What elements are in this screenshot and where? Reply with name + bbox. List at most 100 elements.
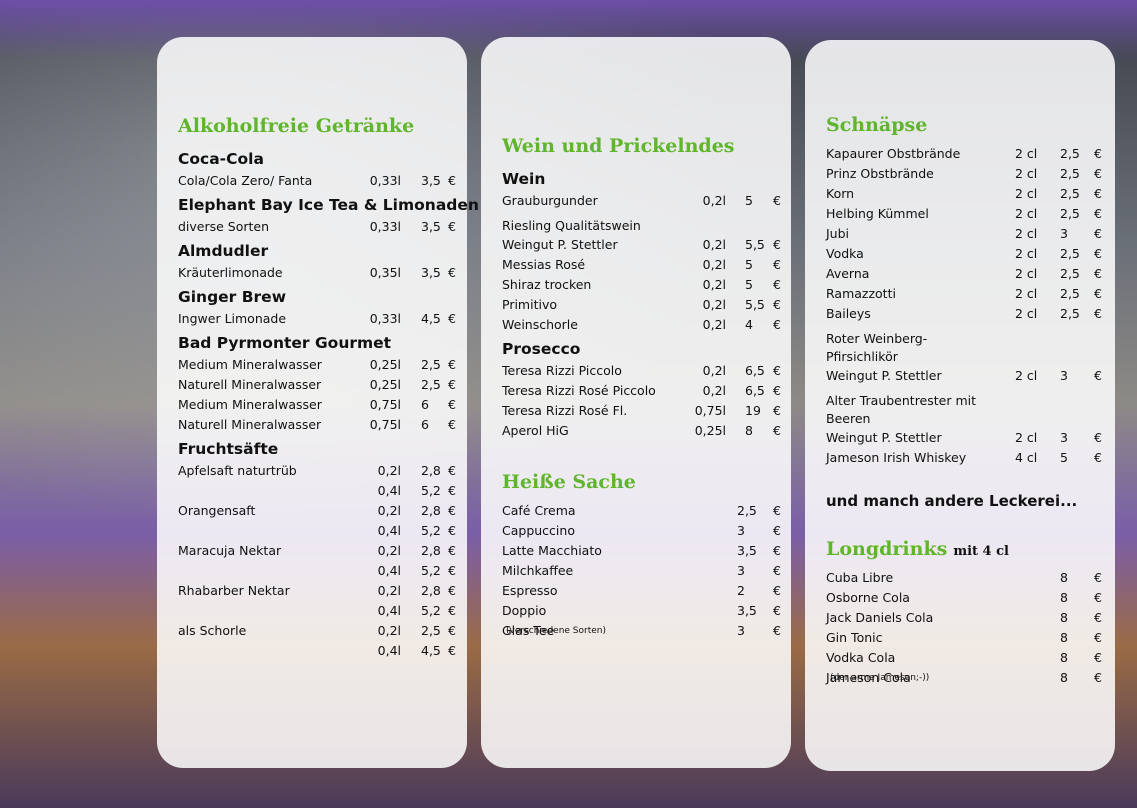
item-name-text: Aperol HiG [502, 423, 569, 438]
item-name-text: Doppio [502, 603, 547, 618]
item-name-text: Naturell Mineralwasser [178, 417, 322, 432]
menu-row: Vodka Cola 8 € [805, 648, 1115, 668]
menu-row: Cuba Libre 8 € [805, 568, 1115, 588]
item-name-text: Messias Rosé [502, 257, 586, 272]
menu-row: Latte Macchiato 3,5 € [481, 541, 791, 561]
item-size: 0,4l [377, 563, 401, 578]
item-price: 2,8 [421, 503, 441, 518]
item-currency: € [448, 219, 456, 234]
item-price: 3,5 [421, 265, 441, 280]
item-size: 2 cl [1015, 286, 1038, 301]
item-name-text: Medium Mineralwasser [178, 357, 322, 372]
item-price: 3,5 [737, 543, 757, 558]
menu-row: Osborne Cola 8 € [805, 588, 1115, 608]
subheading: Prosecco [502, 340, 581, 358]
menu-row: Teresa Rizzi Rosé Piccolo 0,2l 6,5 € [481, 381, 791, 401]
item-name-text: Weinschorle [502, 317, 578, 332]
item-currency: € [448, 483, 456, 498]
item-name-text: diverse Sorten [178, 219, 270, 234]
item-price: 6 [421, 397, 429, 412]
item-name-text: Baileys [826, 306, 871, 321]
subheading: Wein [502, 170, 546, 188]
heading-text: Wein und Prickelndes [502, 135, 735, 157]
menu-row: Naturell Mineralwasser 0,75l 6 € [157, 415, 467, 435]
item-price: 2,5 [1060, 246, 1080, 261]
item-currency: € [448, 523, 456, 538]
bold-note: und manch andere Leckerei... [826, 492, 1078, 510]
item-size: 0,2l [702, 363, 726, 378]
menu-row: 0,4l 5,2 € [157, 561, 467, 581]
section-heading: Heiße Sache [481, 467, 791, 501]
item-size: 0,4l [377, 643, 401, 658]
item-currency: € [773, 423, 781, 438]
item-price: 4,5 [421, 311, 441, 326]
item-currency: € [448, 357, 456, 372]
heading-text: Longdrinks [826, 538, 948, 560]
item-name-text: Apfelsaft naturtrüb [178, 463, 297, 478]
item-size: 0,4l [377, 523, 401, 538]
item-price: 3,5 [737, 603, 757, 618]
item-currency: € [448, 265, 456, 280]
item-name-text: Shiraz trocken [502, 277, 592, 292]
item-currency: € [448, 397, 456, 412]
item-name-text: Orangensaft [178, 503, 256, 518]
menu-row: 0,4l 4,5 € [157, 641, 467, 661]
item-size: 4 cl [1015, 450, 1038, 465]
item-currency: € [773, 543, 781, 558]
menu-row: Doppio 3,5 € [481, 601, 791, 621]
item-currency: € [773, 363, 781, 378]
menu-row: als Schorle 0,2l 2,5 € [157, 621, 467, 641]
heading-text: Alkoholfreie Getränke [178, 115, 415, 137]
item-name-text: Averna [826, 266, 870, 281]
item-currency: € [1094, 306, 1102, 321]
subheading: Coca-Cola [178, 150, 264, 168]
item-currency: € [448, 311, 456, 326]
menu-panel: Wein und Prickelndes Wein Grauburgunder 0,2… [481, 37, 791, 768]
menu-row: Cappuccino 3 € [481, 521, 791, 541]
item-size: 0,4l [377, 603, 401, 618]
item-size: 0,35l [369, 265, 401, 280]
item-currency: € [773, 523, 781, 538]
item-price: 8 [1060, 590, 1068, 605]
menu-row: 0,4l 5,2 € [157, 601, 467, 621]
item-currency: € [1094, 186, 1102, 201]
menu-row: Medium Mineralwasser 0,25l 2,5 € [157, 355, 467, 375]
menu-row: Cola/Cola Zero/ Fanta 0,33l 3,5 € [157, 171, 467, 191]
item-price: 8 [745, 423, 753, 438]
item-price: 5,2 [421, 483, 441, 498]
section-heading: Longdrinks mit 4 cl [805, 534, 1115, 568]
subheading: Fruchtsäfte [178, 440, 279, 458]
item-currency: € [773, 297, 781, 312]
item-price: 5,2 [421, 523, 441, 538]
menu-row: Messias Rosé 0,2l 5 € [481, 255, 791, 275]
item-size: 0,2l [702, 277, 726, 292]
item-price: 3 [737, 523, 745, 538]
menu-row: Naturell Mineralwasser 0,25l 2,5 € [157, 375, 467, 395]
item-size: 0,25l [369, 357, 401, 372]
item-price: 2,5 [737, 503, 757, 518]
item-price: 2,5 [1060, 186, 1080, 201]
item-size: 0,2l [702, 383, 726, 398]
item-name-text: Jameson Cola [826, 670, 911, 685]
item-name-text: als Schorle [178, 623, 247, 638]
item-price: 5 [1060, 450, 1068, 465]
item-currency: € [1094, 570, 1102, 585]
menu-row: 0,4l 5,2 € [157, 521, 467, 541]
menu-row: Ramazzotti 2 cl 2,5 € [805, 284, 1115, 304]
item-name-text: Teresa Rizzi Piccolo [502, 363, 622, 378]
item-currency: € [448, 463, 456, 478]
item-size: 0,2l [377, 503, 401, 518]
item-name-text: Maracuja Nektar [178, 543, 282, 558]
item-name-text: Kapaurer Obstbrände [826, 146, 961, 161]
item-name-text: Cuba Libre [826, 570, 894, 585]
menu-row: Prinz Obstbrände 2 cl 2,5 € [805, 164, 1115, 184]
menu-row: Kapaurer Obstbrände 2 cl 2,5 € [805, 144, 1115, 164]
item-currency: € [448, 603, 456, 618]
item-size: 0,2l [702, 317, 726, 332]
menu-row: Korn 2 cl 2,5 € [805, 184, 1115, 204]
item-currency: € [1094, 368, 1102, 383]
subheading: Ginger Brew [178, 288, 287, 306]
item-name-text: Espresso [502, 583, 558, 598]
item-description: Alter Traubentrester mit [826, 393, 977, 408]
